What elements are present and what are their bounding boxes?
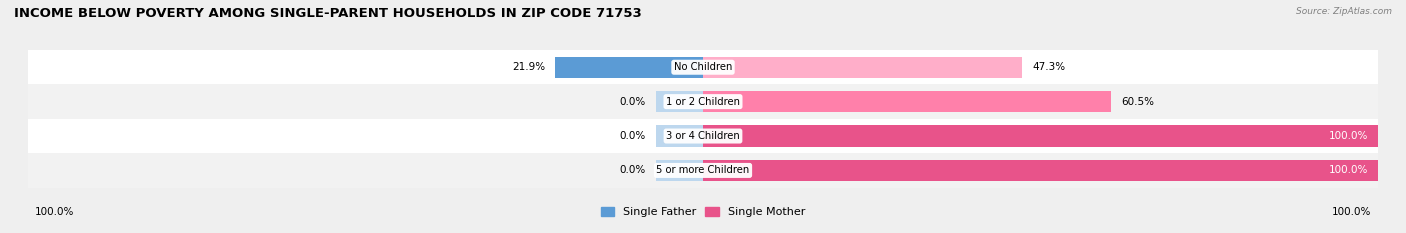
Bar: [28, 153, 1378, 188]
Bar: [28, 84, 1378, 119]
Bar: [703, 125, 1378, 147]
Text: Source: ZipAtlas.com: Source: ZipAtlas.com: [1296, 7, 1392, 16]
Text: No Children: No Children: [673, 62, 733, 72]
Text: INCOME BELOW POVERTY AMONG SINGLE-PARENT HOUSEHOLDS IN ZIP CODE 71753: INCOME BELOW POVERTY AMONG SINGLE-PARENT…: [14, 7, 641, 20]
Bar: [28, 119, 1378, 153]
Text: 0.0%: 0.0%: [620, 165, 645, 175]
Text: 1 or 2 Children: 1 or 2 Children: [666, 97, 740, 107]
Bar: [655, 125, 703, 147]
Bar: [703, 91, 1111, 112]
Text: 60.5%: 60.5%: [1122, 97, 1154, 107]
Text: 100.0%: 100.0%: [1329, 131, 1368, 141]
Bar: [555, 57, 703, 78]
Text: 100.0%: 100.0%: [1331, 206, 1371, 216]
Bar: [703, 57, 1022, 78]
Text: 0.0%: 0.0%: [620, 97, 645, 107]
Text: 21.9%: 21.9%: [512, 62, 546, 72]
Text: 100.0%: 100.0%: [1329, 165, 1368, 175]
Text: 0.0%: 0.0%: [620, 131, 645, 141]
Text: 100.0%: 100.0%: [35, 206, 75, 216]
Bar: [703, 160, 1378, 181]
Legend: Single Father, Single Mother: Single Father, Single Mother: [600, 206, 806, 217]
Bar: [28, 50, 1378, 84]
Bar: [655, 91, 703, 112]
Text: 47.3%: 47.3%: [1032, 62, 1066, 72]
Text: 3 or 4 Children: 3 or 4 Children: [666, 131, 740, 141]
Bar: [655, 160, 703, 181]
Text: 5 or more Children: 5 or more Children: [657, 165, 749, 175]
